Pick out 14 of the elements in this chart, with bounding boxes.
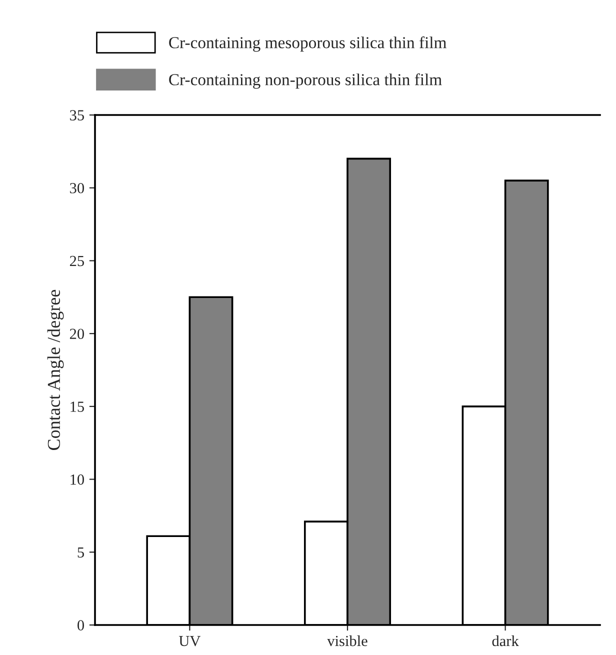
- y-tick-label: 35: [70, 110, 84, 120]
- y-tick-label: 5: [78, 547, 84, 558]
- y-tick-label: 0: [78, 620, 84, 630]
- legend-label: Cr-containing mesoporous silica thin film: [169, 36, 446, 52]
- y-tick-label: 15: [70, 402, 84, 412]
- y-axis-title: Contact Angle /degree: [47, 290, 64, 450]
- y-tick-label: 25: [70, 256, 84, 266]
- legend-label: Cr-containing non-porous silica thin film: [169, 73, 442, 89]
- x-tick-label: UV: [178, 636, 201, 646]
- y-tick-label: 10: [70, 474, 84, 485]
- x-tick-label: visible: [327, 635, 368, 646]
- y-tick-label: 20: [70, 328, 84, 340]
- y-tick-label: 30: [70, 183, 84, 194]
- x-tick-label: dark: [492, 635, 519, 646]
